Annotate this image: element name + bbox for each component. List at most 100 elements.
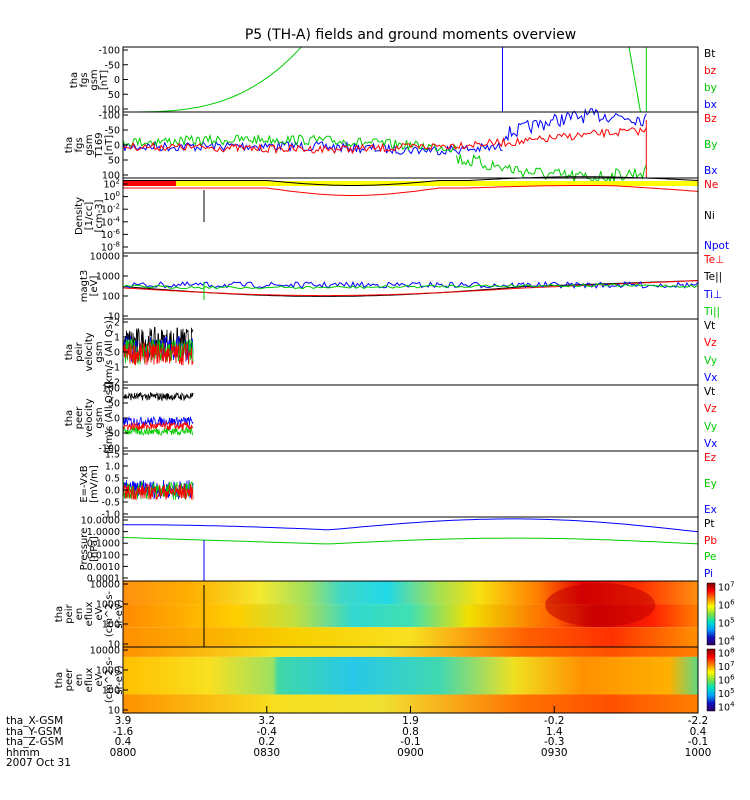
y-tick-label: 0.0100 xyxy=(87,550,120,561)
peer-colorbar-label: 108 xyxy=(718,647,735,660)
peir-spectrogram-peak xyxy=(545,583,656,627)
y-label-text: tha peir velocity gsm [km/s (All Qs)] xyxy=(64,316,115,388)
peir-vt-series xyxy=(122,326,194,357)
y-tick-label: 10.0000 xyxy=(81,516,120,527)
fgs-by-series xyxy=(123,46,302,113)
x-tick-label-z_gsm: -0.1 xyxy=(400,736,421,748)
x-tick-label-x_gsm: 1.9 xyxy=(402,715,419,727)
x-tick-label-x_gsm: -0.2 xyxy=(544,715,565,727)
efield-ez-series xyxy=(122,483,194,502)
panel-frame-fgs_t169 xyxy=(122,111,699,179)
legend-entry-fgs: bx xyxy=(704,99,717,111)
temp-ti-perp-series xyxy=(122,280,699,289)
y-label-text: magt3 [eV] xyxy=(79,269,100,303)
x-tick-label-y_gsm: -0.4 xyxy=(256,725,278,738)
panel-frame-pressure xyxy=(122,516,699,582)
y-tick-label: 10000 xyxy=(90,252,120,263)
legend-entry-peir_velocity: Vz xyxy=(704,337,717,350)
y-tick-label: 100 xyxy=(102,171,120,182)
legend-entry-fgs_t169: By xyxy=(704,139,718,151)
y-label-text: Density [1/cc] [cm-3] xyxy=(74,196,105,235)
y-tick-label: 1000 xyxy=(96,666,120,677)
peir-spectrogram-band-2 xyxy=(123,627,698,647)
y-tick-label: 100 xyxy=(102,620,120,631)
y-tick-label: 0 xyxy=(114,141,120,152)
temp-ti-par-series xyxy=(122,283,699,290)
legend-entry-temperature: Ti⊥ xyxy=(704,288,723,301)
colorbar-exponent: 6 xyxy=(730,599,735,607)
colorbar-exponent: 4 xyxy=(730,635,735,643)
y-tick-label: 10 xyxy=(108,312,120,323)
y-tick-label: 1000 xyxy=(96,600,120,611)
x-tick-label-x_gsm: -2.2 xyxy=(687,715,709,727)
x-tick-label-y_gsm: 0.8 xyxy=(402,725,419,738)
plot-title: P5 (TH-A) fields and ground moments over… xyxy=(244,27,577,43)
peer-spectrogram-band-0 xyxy=(123,647,698,657)
colorbar-exponent: 4 xyxy=(730,701,735,709)
y-tick-label: 2 xyxy=(114,318,120,329)
y-tick-label: 10000 xyxy=(90,580,120,591)
y-tick-label: 50 xyxy=(108,156,120,167)
y-tick-label: -50 xyxy=(104,60,120,71)
pressure-pi-series xyxy=(123,518,699,533)
legend-entry-temperature: Ti|| xyxy=(704,306,721,318)
legend-entry-fgs: Bt xyxy=(704,48,716,60)
colorbar-exponent: 8 xyxy=(730,647,734,655)
peer-vy-series xyxy=(122,426,194,437)
y-tick-label: 100 xyxy=(102,292,120,303)
peer-colorbar-label: 105 xyxy=(718,687,735,700)
y-tick-label: -100 xyxy=(98,46,120,57)
panel-frame-peir_velocity xyxy=(122,318,699,386)
y-tick-label: 0.1000 xyxy=(87,539,120,550)
legend-entry-pressure: Pi xyxy=(704,568,714,580)
density-ne-series xyxy=(123,185,699,196)
peer-colorbar xyxy=(706,648,716,712)
pressure-pe-series xyxy=(122,537,699,545)
y-label-text: tha peer en eflux eV (cm^2-s-sr-eV) xyxy=(54,656,125,704)
x-row-label: hhmm xyxy=(6,746,40,759)
y-label-text: Pressure [nPa] xyxy=(79,527,100,571)
y-tick-label: 1.0 xyxy=(105,462,120,473)
peir-colorbar-label: 105 xyxy=(718,617,735,630)
x-tick-label-z_gsm: 0.4 xyxy=(114,736,132,748)
x-tick-label-y_gsm: -1.6 xyxy=(112,725,134,738)
fgs169-bz-series xyxy=(122,127,647,155)
x-tick-label-z_gsm: -0.1 xyxy=(687,736,709,748)
legend-entry-efield: Ey xyxy=(704,478,717,490)
peir-colorbar xyxy=(706,582,716,646)
y-tick-label: 100 xyxy=(103,190,120,203)
y-tick-exponent: -6 xyxy=(113,228,121,236)
peer-vz-series xyxy=(122,421,194,431)
x-tick-label-x_gsm: 3.2 xyxy=(258,715,276,727)
x-tick-label-z_gsm: 0.2 xyxy=(258,736,276,748)
legend-entry-peer_velocity: Vt xyxy=(704,386,716,398)
peir-vz-series xyxy=(122,341,194,366)
x-row-label: tha_Y-GSM xyxy=(6,725,62,738)
y-tick-label: 50 xyxy=(108,90,120,101)
legend-entry-peir_velocity: Vx xyxy=(704,372,718,384)
y-tick-label: 0 xyxy=(114,414,120,425)
legend-entry-efield: Ex xyxy=(704,504,717,516)
y-tick-label: -1 xyxy=(111,363,120,374)
y-tick-exponent: -2 xyxy=(113,203,120,211)
panel-frame-density xyxy=(122,177,699,254)
y-label-text: E=-VxB [mV/m] xyxy=(79,465,100,503)
panel-frame-fgs xyxy=(122,46,699,113)
date-label: 2007 Oct 31 xyxy=(6,757,71,769)
y-tick-label: -50 xyxy=(104,429,120,440)
peer-colorbar-label: 107 xyxy=(718,660,735,673)
y-tick-label: 50 xyxy=(108,399,120,410)
y-tick-label: 10000 xyxy=(90,646,120,657)
fgs169-bx-early-series xyxy=(122,140,503,156)
colorbar-exponent: 5 xyxy=(730,617,734,625)
legend-entry-peer_velocity: Vy xyxy=(704,420,718,433)
y-tick-exponent: -4 xyxy=(113,215,121,223)
y-tick-label: 0.0001 xyxy=(87,574,120,585)
y-tick-label: 100 xyxy=(102,105,120,116)
peer-spectrogram-band-1 xyxy=(123,656,698,695)
peir-colorbar-label: 106 xyxy=(718,599,735,612)
legend-entry-fgs_t169: Bz xyxy=(704,113,717,125)
fgs-by-return-series xyxy=(628,46,641,113)
y-tick-label: 102 xyxy=(103,178,120,191)
y-tick-label: 100 xyxy=(102,686,120,697)
